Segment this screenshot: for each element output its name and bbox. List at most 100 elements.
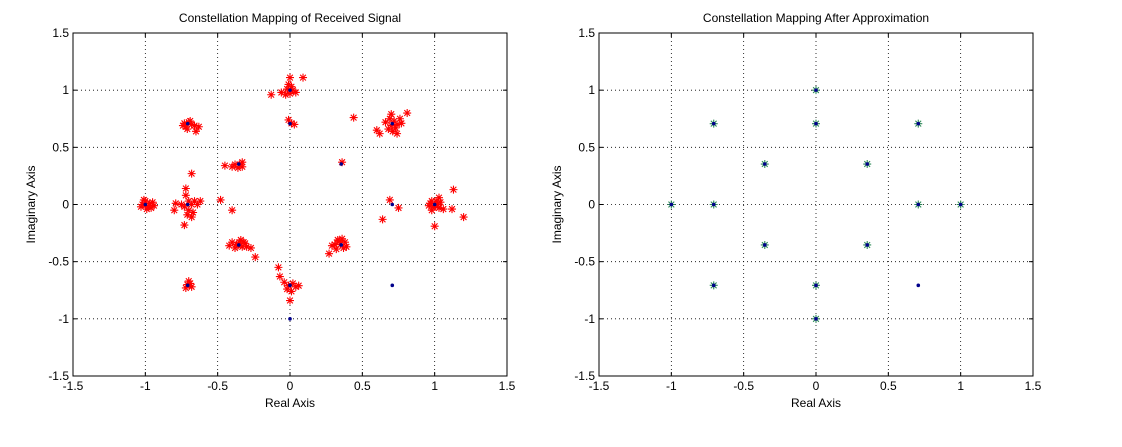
x-tick-label: -1.5 (63, 379, 84, 393)
data-point-star (397, 119, 406, 128)
data-point-star (338, 234, 347, 243)
data-point-star (187, 282, 196, 291)
data-point-star (187, 120, 196, 129)
data-point-star (286, 73, 294, 82)
x-tick-label: -1.5 (589, 379, 610, 393)
data-point-star (284, 80, 293, 89)
x-tick-label: 1 (431, 379, 438, 393)
data-point-star (287, 287, 296, 296)
data-point-dot (432, 202, 437, 207)
y-tick-label: -1.5 (574, 369, 595, 383)
data-point-star (283, 85, 292, 94)
data-point-star (387, 110, 396, 119)
data-point-star (136, 202, 145, 211)
data-point-star (239, 238, 248, 247)
data-point-star (338, 158, 347, 167)
data-point-dot (762, 162, 767, 166)
data-point-star (339, 243, 348, 252)
data-point-star (332, 245, 341, 254)
x-tick-label: -0.5 (207, 379, 228, 393)
data-point-star (150, 201, 159, 210)
data-point-dot (288, 317, 292, 321)
data-point-star (178, 121, 187, 130)
y-tick-label: 1 (62, 83, 69, 97)
data-point-dot (339, 243, 344, 247)
data-point-star (393, 120, 402, 129)
x-tick-label: 0 (813, 379, 820, 393)
data-point-dot (711, 202, 716, 207)
data-point-star (251, 253, 260, 262)
data-point-star (281, 90, 290, 99)
data-point-star (184, 197, 193, 206)
data-point-star (403, 109, 412, 118)
data-point-dot (916, 121, 921, 126)
data-point-star (291, 282, 300, 291)
data-point-star (235, 238, 244, 247)
y-tick-label: 0 (588, 198, 595, 212)
data-point-star (426, 199, 435, 208)
data-point-star (342, 242, 351, 251)
data-point-star (142, 205, 151, 214)
series-2 (669, 88, 963, 321)
data-point-star (194, 122, 203, 131)
data-point-star (439, 205, 448, 214)
data-point-star (294, 281, 303, 290)
data-point-dot (865, 162, 870, 166)
data-point-dot (916, 202, 921, 207)
x-tick-label: 1.5 (1025, 379, 1042, 393)
data-point-dot (711, 121, 716, 126)
data-point-star (381, 118, 390, 127)
y-tick-label: 0 (62, 198, 69, 212)
data-point-star (144, 202, 153, 211)
data-point-dot (814, 121, 818, 126)
x-axis-label: Real Axis (265, 396, 315, 410)
data-point-star (435, 193, 444, 202)
data-point-star (385, 114, 394, 123)
data-point-star (186, 117, 195, 126)
data-point-dot (390, 283, 395, 288)
y-tick-label: 1 (588, 83, 595, 97)
data-point-dot (288, 283, 292, 288)
data-point-dot (916, 283, 921, 288)
data-point-star (349, 113, 358, 122)
chart-title: Constellation Mapping of Received Signal (179, 11, 401, 25)
data-point-star (238, 242, 247, 251)
data-point-star (372, 126, 381, 135)
data-point-star (277, 88, 286, 97)
y-tick-label: 0.5 (52, 140, 69, 154)
series-2 (143, 88, 437, 321)
data-point-dot (814, 283, 818, 288)
data-point-star (183, 125, 192, 134)
data-point-star (233, 163, 242, 172)
data-point-star (148, 198, 157, 207)
data-point-star (286, 89, 294, 98)
data-point-dot (865, 243, 870, 247)
data-point-star (187, 213, 196, 222)
data-point-star (181, 283, 190, 292)
y-tick-label: -1 (58, 312, 69, 326)
data-point-star (274, 263, 283, 272)
data-point-star (267, 90, 276, 99)
data-point-dot (762, 243, 767, 247)
data-point-star (225, 241, 234, 250)
y-axis-label: Imaginary Axis (24, 165, 38, 243)
y-tick-label: -0.5 (48, 255, 69, 269)
data-point-dot (390, 121, 395, 126)
data-point-star (238, 162, 247, 171)
data-point-star (231, 160, 240, 169)
data-point-star (186, 279, 195, 288)
data-point-star (388, 127, 397, 136)
data-point-star (391, 123, 400, 132)
data-point-star (432, 197, 441, 206)
data-point-dot (288, 88, 292, 92)
data-point-dot (958, 202, 963, 207)
data-point-star (187, 169, 196, 178)
data-point-star (340, 238, 349, 247)
data-point-star (220, 161, 229, 170)
data-point-star (184, 277, 193, 286)
data-point-star (180, 221, 189, 230)
data-point-star (145, 199, 154, 208)
data-point-star (196, 197, 205, 206)
data-point-star (228, 206, 237, 215)
data-point-star (180, 119, 189, 128)
